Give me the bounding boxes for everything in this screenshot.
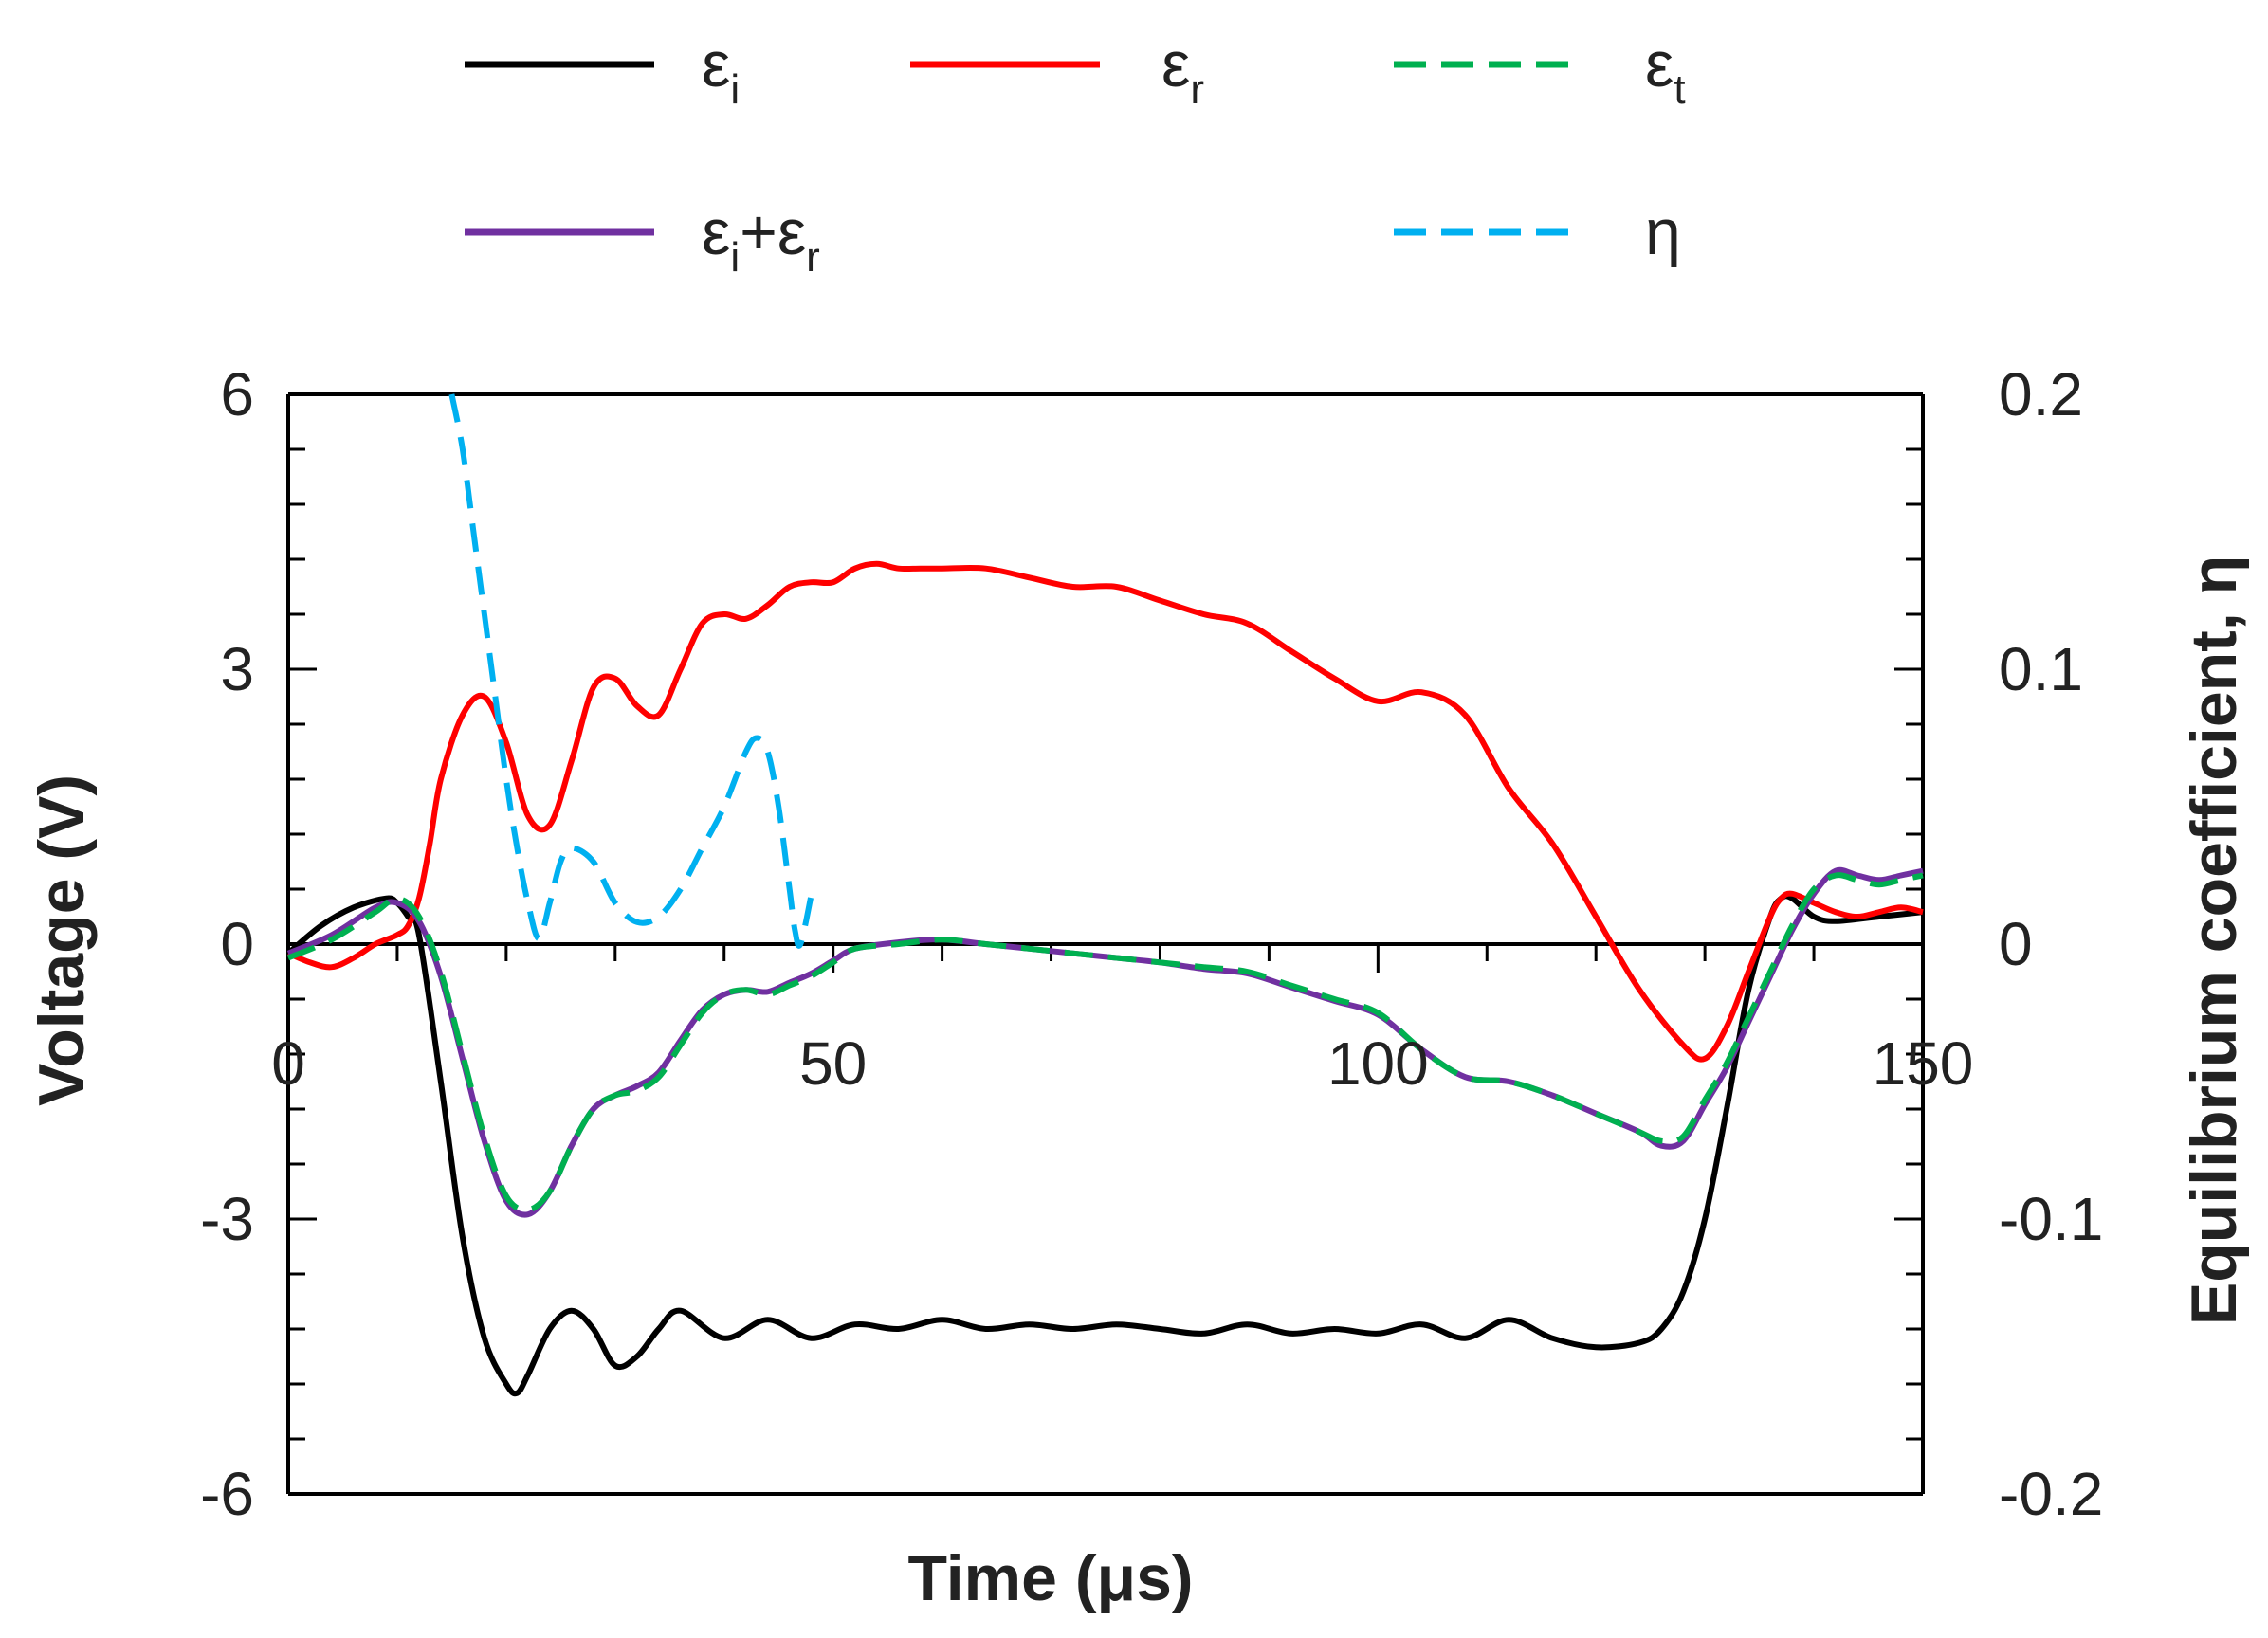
y2-axis-title: Equilibrium coefficient, η (2178, 555, 2250, 1325)
y2-tick-label: 0 (1999, 910, 2033, 978)
y2-tick-label: 0.2 (1999, 360, 2083, 428)
legend-label-epsilon-sum: εi+εr (702, 196, 820, 281)
series-epsilon-i (286, 893, 1924, 1397)
y2-tick-label: 0.1 (1999, 635, 2083, 703)
legend-label-eta: η (1645, 196, 1681, 268)
y2-tick-label: -0.1 (1999, 1185, 2103, 1253)
legend-label-epsilon-t: εt (1645, 28, 1686, 113)
series-layer (286, 393, 1924, 1397)
x-tick-label: 0 (271, 1029, 305, 1098)
y-tick-label: 6 (220, 360, 254, 428)
y2-tick-labels: 0.2 0.1 0 -0.1 -0.2 (1999, 360, 2103, 1528)
y-tick-label: -3 (200, 1185, 254, 1253)
y-tick-label: 0 (220, 910, 254, 978)
legend-label-epsilon-i: εi (702, 28, 740, 113)
y-tick-labels: 6 3 0 -3 -6 (200, 360, 254, 1528)
y-tick-label: 3 (220, 635, 254, 703)
legend-item-epsilon-t: εt (1394, 28, 1686, 113)
axes (286, 392, 1925, 1496)
series-eta (448, 393, 814, 949)
legend-item-eta: η (1394, 196, 1681, 268)
tick-marks (288, 392, 1923, 1496)
x-tick-labels: 0 50 100 150 (271, 1029, 1973, 1098)
series-epsilon-t (286, 872, 1924, 1213)
legend-label-epsilon-r: εr (1161, 28, 1204, 113)
legend-item-epsilon-i: εi (465, 28, 740, 113)
legend-item-epsilon-r: εr (910, 28, 1204, 113)
legend-item-epsilon-sum: εi+εr (465, 196, 820, 281)
series-epsilon-r (286, 560, 1924, 1063)
x-tick-label: 150 (1873, 1029, 1974, 1098)
y-tick-label: -6 (200, 1460, 254, 1528)
y2-tick-label: -0.2 (1999, 1460, 2103, 1528)
y-axis-title: Voltage (V) (26, 774, 98, 1106)
x-tick-label: 100 (1327, 1029, 1429, 1098)
x-axis-title: Time (μs) (907, 1542, 1193, 1614)
legend: εi εr εt εi+εr η (465, 28, 1686, 281)
x-tick-label: 50 (799, 1029, 867, 1098)
